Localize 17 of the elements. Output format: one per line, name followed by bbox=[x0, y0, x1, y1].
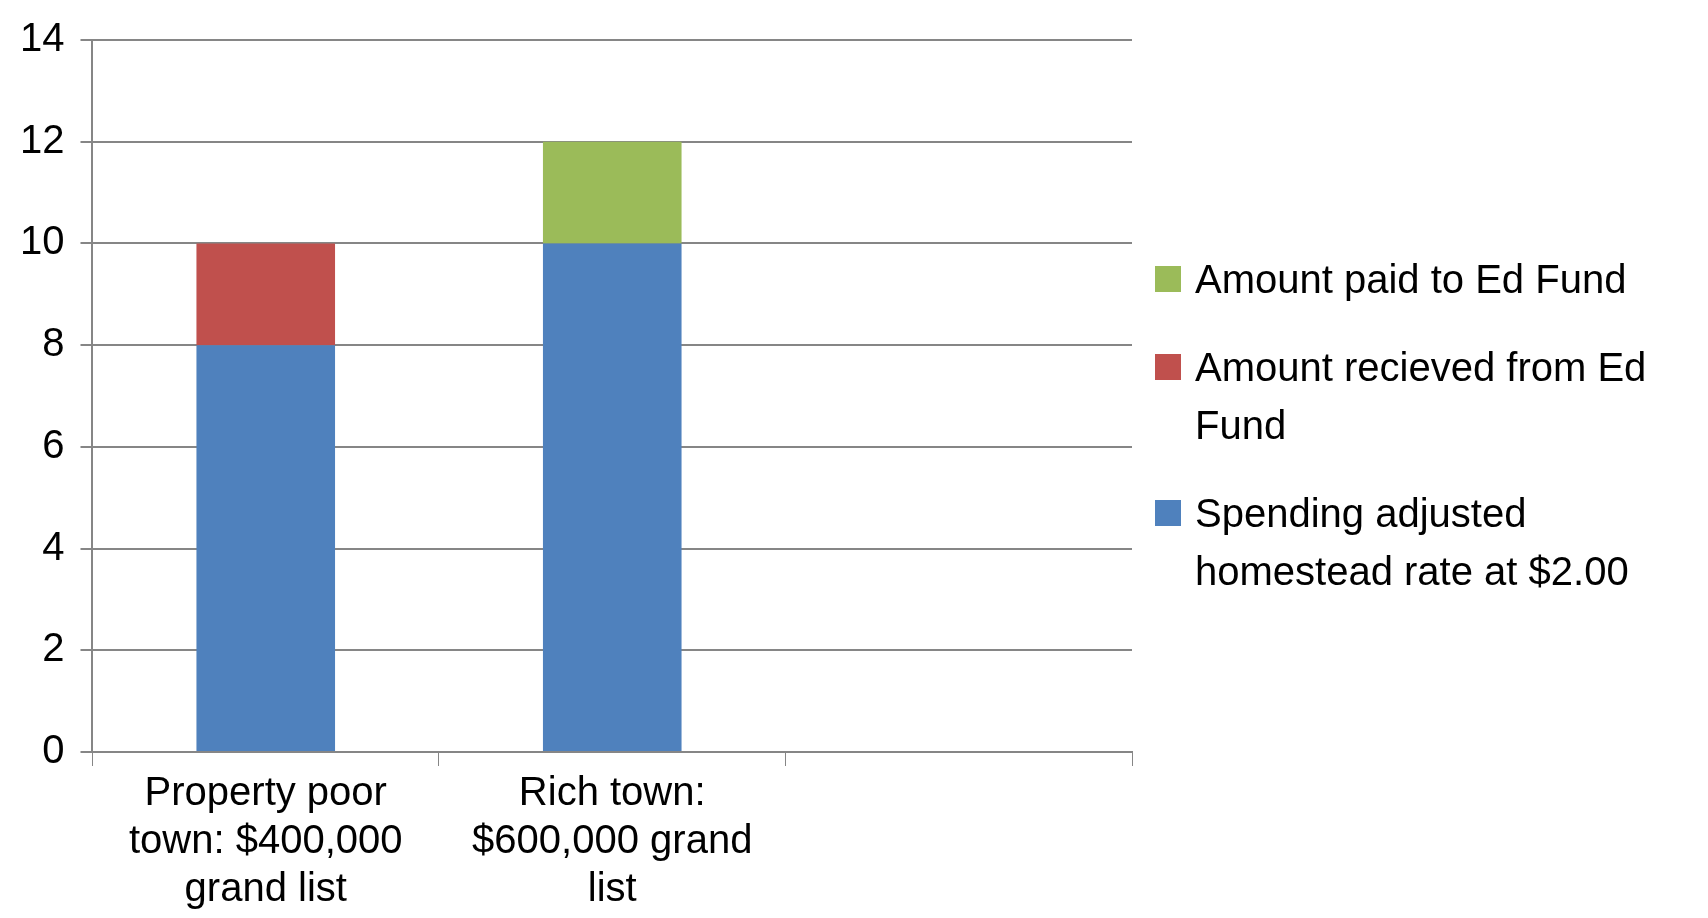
y-tick-label: 10 bbox=[19, 218, 65, 263]
y-tick-label: 6 bbox=[42, 421, 65, 466]
y-tick-label: 0 bbox=[42, 727, 65, 772]
y-tick-label: 14 bbox=[19, 15, 65, 60]
x-tick-label: Rich town: $600,000 grand list bbox=[472, 769, 753, 910]
legend-label: Amount paid to Ed Fund bbox=[1195, 256, 1627, 303]
bar bbox=[196, 345, 336, 751]
bar bbox=[196, 243, 336, 346]
x-tick-label: Property poor town: $400,000 grand list bbox=[128, 769, 403, 910]
bar bbox=[542, 243, 682, 751]
y-tick-label: 2 bbox=[42, 625, 65, 670]
y-tick-label: 4 bbox=[42, 523, 65, 568]
legend-label: Amount recieved from Ed Fund bbox=[1195, 344, 1648, 449]
legend-label: Spending adjusted homestead rate at $2.00 bbox=[1195, 490, 1630, 595]
bar bbox=[542, 141, 682, 244]
y-tick-label: 12 bbox=[19, 116, 65, 161]
y-tick-label: 8 bbox=[42, 320, 65, 365]
